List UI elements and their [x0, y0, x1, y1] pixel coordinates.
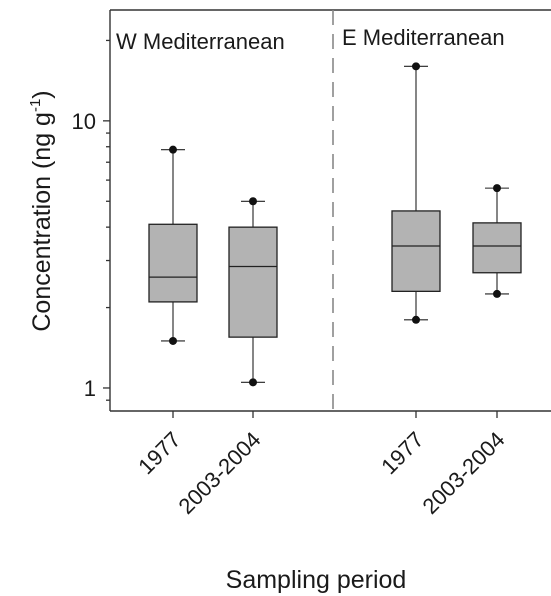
iqr-box	[391, 210, 441, 293]
x-axis-title: Sampling period	[226, 566, 407, 594]
outlier-point	[493, 289, 501, 298]
y-ticks-group: 1 10	[72, 39, 110, 401]
box-east-1977	[391, 62, 441, 324]
outlier-point	[249, 197, 257, 206]
box-east-2003-2004	[472, 184, 522, 298]
x-tick-label: 2003-2004	[417, 427, 509, 519]
outlier-point	[249, 378, 257, 387]
outlier-point	[169, 145, 177, 154]
iqr-box	[228, 226, 278, 338]
y-tick-label: 1	[84, 376, 96, 401]
outlier-point	[412, 315, 420, 324]
y-axis-title-suffix: )	[28, 90, 56, 98]
y-axis-title: Concentration (ng g-1)	[27, 90, 56, 331]
box-west-2003-2004	[228, 197, 278, 387]
boxes-group	[148, 62, 522, 387]
panel-label-west: W Mediterranean	[116, 29, 285, 54]
x-tick-label: 2003-2004	[173, 427, 265, 519]
iqr-box	[472, 222, 522, 274]
iqr-box	[148, 223, 198, 303]
y-axis-title-superscript: -1	[27, 99, 44, 112]
y-tick-label: 10	[72, 109, 96, 134]
panel-label-east: E Mediterranean	[342, 25, 505, 50]
box-west-1977	[148, 145, 198, 345]
x-tick-label: 1977	[133, 427, 185, 479]
outlier-point	[412, 62, 420, 71]
x-tick-label: 1977	[376, 427, 428, 479]
outlier-point	[169, 336, 177, 345]
y-axis-title-main: Concentration (ng g	[28, 112, 56, 332]
outlier-point	[493, 184, 501, 193]
